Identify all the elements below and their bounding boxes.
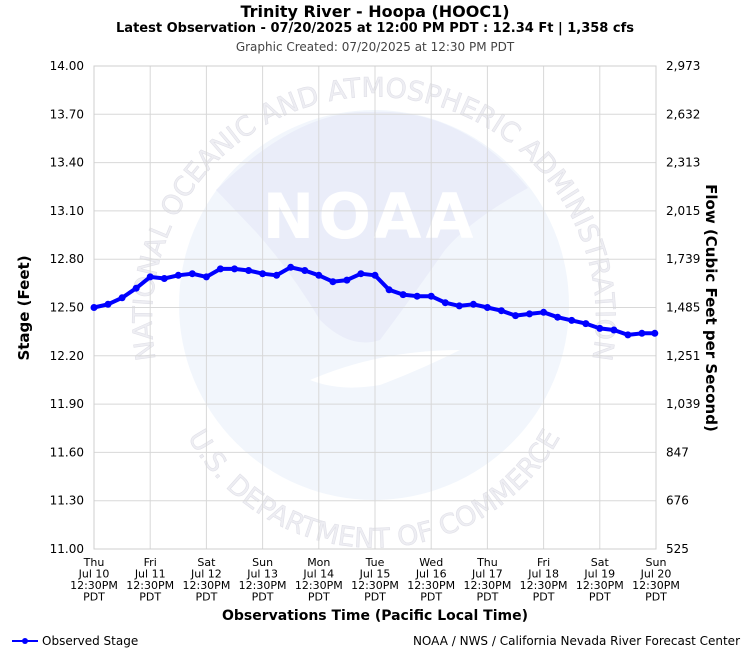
y-axis-label: Stage (Feet) [15,255,33,360]
y2-tick-label: 676 [666,494,689,508]
y-tick-label: 11.60 [50,445,84,459]
x-tick-label: Sun Jul 13 12:30PM PDT [239,556,287,604]
data-point [582,320,590,328]
data-point [160,275,168,282]
data-point [174,271,182,279]
latest-observation: Latest Observation - 07/20/2025 at 12:00… [116,21,634,36]
y2-tick-label: 1,039 [666,397,700,411]
y-tick-label: 14.00 [50,59,84,73]
data-point [259,270,267,278]
data-point [413,292,421,300]
axes: 14.00 2,973 13.70 2,632 13.40 2,313 13.10 2,015… [50,59,701,604]
data-point [104,300,112,308]
data-point [427,292,435,300]
data-point [216,265,224,273]
data-point [343,276,351,284]
data-point [526,310,533,318]
legend: Observed Stage [12,634,138,648]
legend-line-marker-icon [12,638,38,644]
data-point [568,316,576,324]
data-point [455,302,463,310]
y2-tick-label: 2,015 [666,204,700,218]
x-tick-label: Wed Jul 16 12:30PM PDT [407,556,455,604]
y-tick-label: 13.40 [50,156,84,170]
data-point [132,284,140,292]
data-point [287,263,295,271]
data-point [202,273,210,281]
y-tick-label: 11.30 [50,494,84,508]
data-point [315,271,323,279]
x-tick-label: Thu Jul 10 12:30PM PDT [70,556,118,604]
data-point [441,299,449,307]
data-point [540,308,548,316]
x-axis-label: Observations Time (Pacific Local Time) [222,608,528,624]
y-tick-label: 12.50 [50,301,84,315]
data-point [596,324,604,332]
y-tick-label: 13.10 [50,204,84,218]
graphic-created: Graphic Created: 07/20/2025 at 12:30 PM … [235,40,515,54]
legend-label: Observed Stage [42,634,139,648]
data-point [329,278,337,286]
y-tick-label: 11.90 [50,397,84,411]
chart-title: Trinity River - Hoopa (HOOC1) [240,2,510,21]
data-point [469,300,477,308]
y-tick-label: 12.20 [50,349,84,363]
data-point [638,329,646,337]
x-tick-label: Sat Jul 19 12:30PM PDT [576,556,624,604]
data-point [357,270,365,278]
x-tick-label: Sat Jul 12 12:30PM PDT [182,556,230,604]
data-point [483,304,491,311]
data-point [512,312,519,320]
y2-tick-label: 525 [666,542,689,556]
y2-tick-label: 847 [666,445,689,459]
data-point [497,307,505,315]
data-point [399,291,407,299]
y2-tick-label: 1,485 [666,301,700,315]
data-point [146,273,154,281]
data-point [651,329,659,337]
y-tick-label: 11.00 [50,542,84,556]
y-tick-label: 13.70 [50,107,84,121]
data-point [624,331,632,339]
data-point [90,304,98,311]
x-tick-label: Thu Jul 17 12:30PM PDT [463,556,511,604]
y-tick-label: 12.80 [50,252,84,266]
grid [93,65,657,550]
y2-tick-label: 2,973 [666,59,700,73]
y2-tick-label: 2,632 [666,107,700,121]
x-tick-label: Sun Jul 20 12:30PM PDT [632,556,680,604]
x-tick-label: Mon Jul 14 12:30PM PDT [295,556,343,604]
x-tick-label: Fri Jul 18 12:30PM PDT [520,556,568,604]
data-point [610,326,618,334]
x-tick-label: Fri Jul 11 12:30PM PDT [126,556,174,604]
data-point [188,270,196,278]
data-point [231,265,238,273]
y2-tick-label: 1,251 [666,349,700,363]
noaa-logo-text: NOAA [263,180,478,253]
data-point [371,271,379,279]
data-point [273,271,281,279]
data-point [118,294,126,302]
data-point [301,267,309,274]
series-layer [90,263,659,339]
x-tick-label: Tue Jul 15 12:30PM PDT [351,556,399,604]
y2-axis-label: Flow (Cubic Feet per Second) [702,184,720,432]
data-point [385,286,393,294]
data-point [245,267,253,274]
y2-tick-label: 1,739 [666,252,700,266]
data-point [554,313,562,321]
credit-text: NOAA / NWS / California Nevada River For… [412,634,740,648]
y2-tick-label: 2,313 [666,156,700,170]
